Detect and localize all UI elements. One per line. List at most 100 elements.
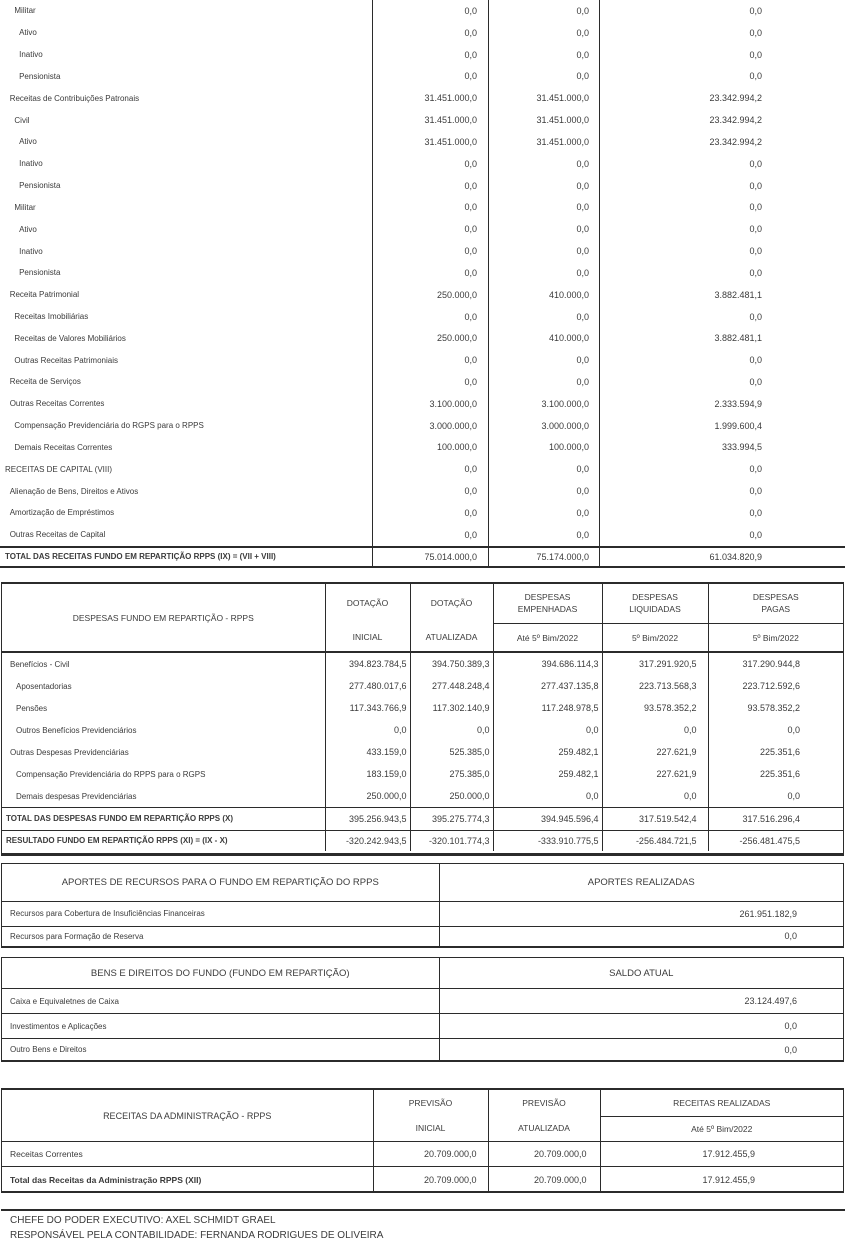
cell-despesas-empenhadas: 394.945.596,4 bbox=[494, 808, 603, 830]
cell-previsao-atualizada: 0,0 bbox=[489, 240, 600, 262]
cell-previsao-inicial: 0,0 bbox=[373, 196, 489, 219]
table-aportes-recursos: APORTES DE RECURSOS PARA O FUNDO EM REPA… bbox=[1, 863, 844, 948]
cell-receitas-realizadas: 333.994,5 bbox=[721, 442, 762, 453]
cell-despesas-liquidadas: 227.621,9 bbox=[603, 741, 709, 763]
cell-dotacao-atualizada: 0,0 bbox=[411, 719, 494, 741]
table-row: Inativo 0,0 0,0 0,0 bbox=[0, 152, 845, 175]
table-row: Caixa e Equivaletnes de Caixa 23.124.497,… bbox=[2, 989, 843, 1014]
column-header-dotacao-atualizada: DOTAÇÃO ATUALIZADA bbox=[411, 584, 494, 651]
table-row-resultado: RESULTADO FUNDO EM REPARTIÇÃO RPPS (XI) … bbox=[2, 829, 843, 851]
saldo-atual-header: SALDO ATUAL bbox=[609, 967, 674, 979]
total-despesas-label: TOTAL DAS DESPESAS FUNDO EM REPARTIÇÃO R… bbox=[2, 808, 326, 830]
bens-title: BENS E DIREITOS DO FUNDO (FUNDO EM REPAR… bbox=[2, 958, 440, 988]
cell-despesas-empenhadas: 259.482,1 bbox=[494, 763, 603, 785]
cell-dotacao-inicial: 183.159,0 bbox=[326, 763, 411, 785]
cell-previsao-inicial: 0,0 bbox=[373, 458, 489, 481]
header-top: PREVISÃO bbox=[408, 1097, 453, 1108]
header-top: DESPESAS LIQUIDADAS bbox=[629, 592, 681, 614]
table-row: Pensionista 0,0 0,0 0,0 bbox=[0, 65, 845, 88]
row-label: Outro Bens e Direitos bbox=[2, 1039, 440, 1060]
row-label: Ativo bbox=[0, 21, 373, 44]
cell-previsao-inicial: 250.000,0 bbox=[373, 283, 489, 306]
header-bottom: Até 5º Bim/2022 bbox=[493, 623, 602, 651]
cell-previsao-atualizada: 410.000,0 bbox=[489, 283, 600, 306]
cell-dotacao-atualizada: -320.101.774,3 bbox=[411, 830, 494, 851]
receitas-admin-title: RECEITAS DA ADMINISTRAÇÃO - RPPS bbox=[2, 1090, 374, 1141]
column-header-previsao-inicial: PREVISÃO INICIAL bbox=[374, 1090, 489, 1141]
cell-previsao-atualizada: 0,0 bbox=[489, 152, 600, 175]
table-row: Recursos para Formação de Reserva 0,0 bbox=[2, 926, 843, 946]
table-row: Demais despesas Previdenciárias 250.000,0… bbox=[2, 785, 843, 807]
cell-previsao-atualizada: 0,0 bbox=[489, 502, 600, 524]
cell-saldo-atual: 23.124.497,6 bbox=[744, 996, 797, 1006]
table-row: Receita de Serviços 0,0 0,0 0,0 bbox=[0, 371, 845, 393]
table-body: Recursos para Cobertura de Insuficiência… bbox=[2, 901, 843, 946]
row-label: Pensões bbox=[2, 697, 326, 719]
cell-despesas-pagas: 223.712.592,6 bbox=[742, 681, 800, 691]
cell-previsao-inicial: 0,0 bbox=[373, 240, 489, 262]
header-top: RECEITAS REALIZADAS bbox=[673, 1097, 771, 1108]
cell-previsao-inicial: 31.451.000,0 bbox=[373, 130, 489, 153]
cell-despesas-empenhadas: -333.910.775,5 bbox=[494, 830, 603, 851]
cell-despesas-liquidadas: -256.484.721,5 bbox=[603, 830, 709, 851]
signature-chefe-executivo: CHEFE DO PODER EXECUTIVO: AXEL SCHMIDT G… bbox=[10, 1215, 276, 1226]
cell-receitas-realizadas: 0,0 bbox=[749, 49, 762, 60]
cell-aportes-realizadas: 0,0 bbox=[784, 931, 797, 942]
cell-dotacao-inicial: 433.159,0 bbox=[326, 741, 411, 763]
cell-receitas-realizadas: 17.912.455,9 bbox=[702, 1174, 755, 1185]
row-label: Receitas Imobiliárias bbox=[0, 305, 373, 328]
cell-receitas-realizadas: 2.333.594,9 bbox=[714, 398, 762, 409]
table-despesas-fundo-reparticao: DESPESAS FUNDO EM REPARTIÇÃO - RPPS DOTA… bbox=[1, 582, 844, 856]
row-label: Alienação de Bens, Direitos e Ativos bbox=[0, 480, 373, 503]
row-label: Inativo bbox=[0, 240, 373, 262]
cell-receitas-realizadas: 0,0 bbox=[749, 355, 762, 366]
cell-despesas-pagas: 225.351,6 bbox=[759, 747, 800, 757]
table-row: Compensação Previdenciária do RGPS para … bbox=[0, 414, 845, 437]
table-row-total-receitas-admin: Total das Receitas da Administração RPPS… bbox=[2, 1167, 843, 1192]
cell-previsao-atualizada: 0,0 bbox=[489, 349, 600, 372]
cell-dotacao-inicial: 395.256.943,5 bbox=[326, 808, 411, 830]
cell-previsao-atualizada: 0,0 bbox=[489, 65, 600, 88]
table-row: Outras Receitas Correntes 3.100.000,0 3.10… bbox=[0, 392, 845, 415]
column-header-previsao-atualizada: PREVISÃO ATUALIZADA bbox=[489, 1090, 601, 1141]
row-label: Pensionista bbox=[0, 261, 373, 284]
cell-dotacao-atualizada: 394.750.389,3 bbox=[411, 653, 494, 675]
table-row: Ativo 0,0 0,0 0,0 bbox=[0, 218, 845, 241]
cell-dotacao-inicial: 250.000,0 bbox=[326, 785, 411, 807]
table-body: Militar 0,0 0,0 0,0 Ativo 0,0 0,0 0,0 Inativo 0,0… bbox=[0, 0, 845, 546]
cell-despesas-liquidadas: 0,0 bbox=[603, 785, 709, 807]
cell-despesas-liquidadas: 0,0 bbox=[603, 719, 709, 741]
table-row: Militar 0,0 0,0 0,0 bbox=[0, 196, 845, 219]
cell-previsao-inicial: 0,0 bbox=[373, 43, 489, 66]
cell-receitas-realizadas: 0,0 bbox=[749, 158, 762, 169]
row-label: Ativo bbox=[0, 130, 373, 153]
table-row: Receitas Imobiliárias 0,0 0,0 0,0 bbox=[0, 305, 845, 328]
table-body: Benefícios - Civil 394.823.784,5 394.750.3… bbox=[2, 653, 843, 807]
cell-despesas-liquidadas: 93.578.352,2 bbox=[603, 697, 709, 719]
header-bottom: 5º Bim/2022 bbox=[602, 623, 708, 651]
row-label: Receitas de Valores Mobiliários bbox=[0, 327, 373, 350]
table-row: Militar 0,0 0,0 0,0 bbox=[0, 0, 845, 22]
cell-previsao-atualizada: 100.000,0 bbox=[489, 436, 600, 459]
header-bottom: ATUALIZADA bbox=[425, 632, 478, 642]
cell-despesas-empenhadas: 0,0 bbox=[494, 785, 603, 807]
table-receitas-administracao: RECEITAS DA ADMINISTRAÇÃO - RPPS PREVISÃ… bbox=[1, 1088, 844, 1193]
table-row: Alienação de Bens, Direitos e Ativos 0,0 0… bbox=[0, 480, 845, 503]
cell-saldo-atual: 0,0 bbox=[784, 1044, 797, 1055]
cell-despesas-pagas: 317.516.296,4 bbox=[742, 813, 800, 824]
table-receitas-fundo-reparticao: Militar 0,0 0,0 0,0 Ativo 0,0 0,0 0,0 Inativo 0,0… bbox=[0, 0, 845, 568]
cell-receitas-realizadas: 0,0 bbox=[749, 224, 762, 235]
cell-despesas-pagas: 317.290.944,8 bbox=[742, 659, 800, 669]
table-row: Inativo 0,0 0,0 0,0 bbox=[0, 43, 845, 66]
table-row: Compensação Previdenciária do RPPS para … bbox=[2, 763, 843, 785]
table-header: DESPESAS FUNDO EM REPARTIÇÃO - RPPS DOTA… bbox=[2, 584, 843, 653]
row-label: Caixa e Equivaletnes de Caixa bbox=[2, 989, 440, 1013]
row-label: Outras Receitas Correntes bbox=[0, 392, 373, 415]
row-label: Aposentadorias bbox=[2, 675, 326, 697]
cell-previsao-inicial: 0,0 bbox=[373, 65, 489, 88]
cell-previsao-atualizada: 410.000,0 bbox=[489, 327, 600, 350]
row-label: Receitas Correntes bbox=[2, 1142, 374, 1166]
cell-receitas-realizadas: 17.912.455,9 bbox=[702, 1149, 755, 1159]
cell-receitas-realizadas: 0,0 bbox=[749, 311, 762, 322]
